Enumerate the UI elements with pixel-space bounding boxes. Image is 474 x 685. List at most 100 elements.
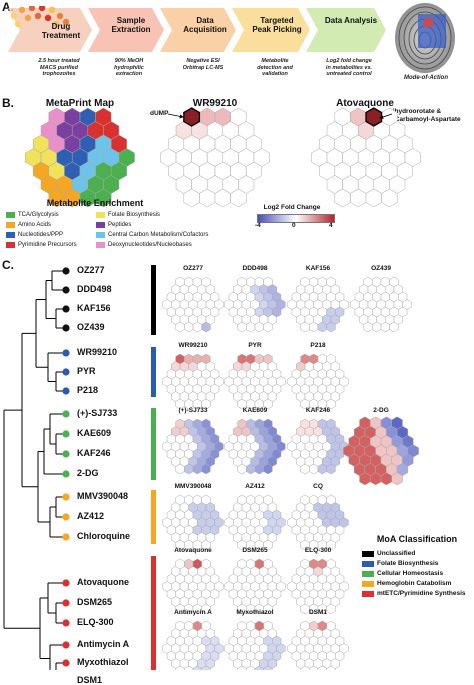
legend-label: Cellular Homeostasis [377, 570, 444, 577]
compound-name: ELQ-300 [77, 617, 114, 627]
legend-swatch [96, 222, 105, 228]
hex-cell [246, 463, 256, 475]
hex-cell [326, 398, 336, 410]
compound-name: DDD498 [77, 284, 112, 294]
fold-change-title: Log2 Fold Change [263, 204, 321, 211]
hex-cell [326, 665, 336, 670]
workflow-step-subtitle: 2.5 hour treated MACS purified trophozoi… [38, 58, 80, 77]
small-metaprint-map [162, 620, 224, 670]
small-map-label: KAF156 [305, 265, 331, 272]
small-metaprint-map [287, 276, 349, 333]
small-map-label: CQ [313, 483, 323, 490]
workflow-step-title: Data Acquisition [183, 16, 227, 34]
atovaquone-map [311, 107, 421, 208]
hex-cell [201, 398, 211, 410]
hex-cell [317, 463, 327, 475]
fc-tick-max: 4 [329, 222, 333, 229]
workflow-step-subtitle: Negative ESI Orbitrap LC-MS [182, 58, 224, 71]
hex-cell [254, 463, 264, 475]
legend-label: Folate Biosynthesis [108, 212, 161, 218]
workflow-step-title: Data Analysis [324, 16, 378, 25]
compound-dot [62, 387, 70, 395]
legend-swatch [362, 570, 374, 577]
compound-name: PYR [77, 366, 96, 376]
hex-cell [263, 665, 273, 670]
small-map-label: Atovaquone [174, 547, 212, 554]
small-metaprint-map [224, 494, 286, 551]
moa-legend-item: Cellular Homeostasis [362, 570, 443, 577]
compound-dot [62, 619, 70, 627]
hex-cell [263, 398, 273, 410]
compound-name: KAF156 [77, 303, 111, 313]
compound-dot [62, 349, 70, 357]
small-metaprint-map [287, 620, 349, 670]
legend-label: Unclassified [377, 550, 416, 557]
small-metaprint-map [162, 418, 224, 475]
compound-dot [62, 513, 70, 521]
atovaquone-annotation: Dihydroorotate & N-Carbamoyl-Aspartate [388, 108, 461, 123]
hex-cell [372, 321, 382, 333]
workflow-step-subtitle: 90% MeOH hydrophilic extraction [114, 58, 144, 77]
compound-name: MMV390048 [77, 491, 129, 501]
compound-name: DSM1 [77, 675, 103, 685]
mode-of-action-fingerprint-icon [384, 2, 466, 74]
legend-swatch [362, 560, 374, 567]
compound-name: KAE609 [77, 428, 112, 438]
hex-cell [237, 463, 247, 475]
small-metaprint-map [287, 418, 349, 475]
moa-legend-item: Folate Biosynthesis [362, 560, 438, 567]
compound-name: (+)-SJ733 [77, 408, 118, 418]
legend-label: Pyrimidine Precursors [18, 242, 77, 248]
legend-swatch [362, 550, 374, 557]
hex-cell [201, 665, 211, 670]
small-metaprint-map [162, 558, 224, 615]
enrichment-legend-item: Folate Biosynthesis [96, 212, 160, 218]
compound-dot [62, 267, 70, 275]
panel-c-graphics [3, 265, 419, 670]
small-metaprint-map [162, 353, 224, 410]
moa-legend-item: Unclassified [362, 550, 415, 557]
small-map-label: P218 [310, 342, 326, 349]
legend-label: mtETC/Pyrimidine Synthesis [377, 590, 466, 597]
compound-dot [62, 659, 70, 667]
small-map-label: 2-DG [373, 407, 389, 414]
compound-name: KAF246 [77, 448, 111, 458]
enrichment-legend-item: TCA/Glycolysis [6, 212, 59, 218]
wr99210-title: WR99210 [192, 98, 238, 109]
legend-swatch [362, 590, 374, 597]
hex-cell [317, 321, 327, 333]
hex-cell [201, 603, 211, 615]
hex-cell [326, 321, 336, 333]
small-metaprint-map [343, 416, 419, 486]
legend-swatch [6, 232, 15, 238]
small-map-label: KAE609 [242, 407, 268, 414]
workflow-step-arrow [88, 8, 164, 52]
metabolite-enrichment-title: Metabolite Enrichment [46, 198, 144, 208]
compound-dot [62, 450, 70, 458]
small-map-label: OZ277 [183, 265, 203, 272]
moa-group-bar [151, 556, 156, 670]
small-metaprint-map [162, 276, 224, 333]
legend-swatch [96, 242, 105, 248]
small-metaprint-map [224, 558, 286, 615]
moa-legend-item: Hemoglobin Catabolism [362, 580, 451, 587]
compound-dot [62, 641, 70, 649]
compound-dot [62, 430, 70, 438]
hex-cell [254, 321, 264, 333]
legend-swatch [96, 212, 105, 218]
compound-dot [62, 368, 70, 376]
legend-label: Amino Acids [18, 222, 52, 228]
enrichment-legend-item: Peptides [96, 222, 131, 228]
small-map-label: WR99210 [178, 342, 208, 349]
legend-label: Hemoglobin Catabolism [377, 580, 452, 587]
fc-tick-min: -4 [255, 222, 261, 229]
small-map-label: DSM265 [242, 547, 268, 554]
compound-name: Atovaquone [77, 577, 130, 587]
hex-cell [201, 321, 211, 333]
small-map-label: ELQ-300 [304, 547, 332, 554]
compound-dot [62, 286, 70, 294]
small-metaprint-map [287, 494, 349, 551]
enrichment-legend-item: Deoxynucleotides/Nucleobases [96, 242, 192, 248]
hex-cell [309, 321, 319, 333]
moa-group-bar [151, 347, 156, 397]
